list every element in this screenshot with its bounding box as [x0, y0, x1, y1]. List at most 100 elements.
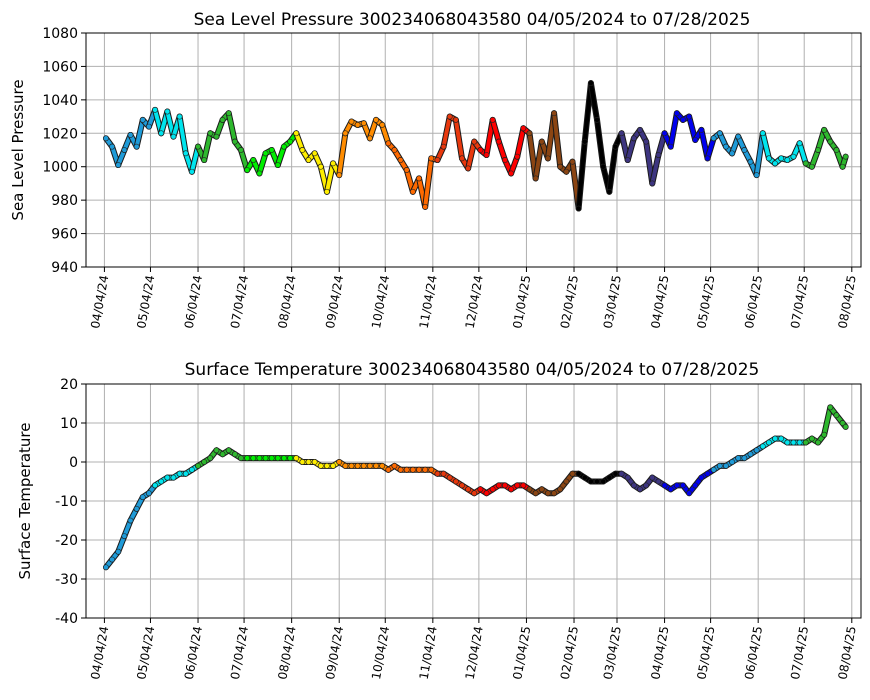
x-tick-label: 07/04/25 — [788, 625, 811, 681]
data-trace-segment — [324, 161, 336, 194]
data-point — [409, 466, 416, 473]
data-point — [324, 462, 330, 469]
data-point — [839, 420, 846, 426]
data-point — [489, 486, 496, 493]
data-point — [489, 117, 496, 123]
data-point — [250, 157, 257, 163]
data-point — [532, 175, 539, 182]
data-point — [354, 122, 361, 128]
data-point — [661, 482, 668, 489]
data-point — [483, 490, 490, 497]
data-point — [452, 478, 459, 485]
data-trace-segment — [466, 139, 477, 171]
data-trace-segment — [257, 151, 268, 176]
data-point — [655, 478, 662, 485]
data-point — [244, 455, 251, 461]
chart-title: Sea Level Pressure 300234068043580 04/05… — [194, 10, 751, 30]
data-point — [569, 470, 576, 477]
data-point — [557, 486, 564, 493]
data-point — [127, 517, 134, 524]
data-point — [477, 147, 484, 153]
x-tick-label: 11/04/24 — [417, 625, 440, 681]
data-point — [637, 486, 643, 493]
data-point — [483, 152, 490, 158]
data-point — [238, 455, 244, 461]
x-tick-label: 06/04/24 — [182, 274, 205, 330]
data-point — [152, 106, 158, 113]
plot-frame — [85, 32, 862, 268]
data-point — [256, 170, 263, 177]
data-point — [723, 143, 729, 150]
data-point — [661, 130, 668, 137]
data-point — [422, 466, 429, 473]
data-point — [146, 123, 152, 130]
x-tick-label: 08/04/24 — [275, 625, 298, 681]
y-tick-label: 1020 — [42, 126, 78, 142]
data-points — [102, 404, 849, 571]
data-point — [723, 462, 729, 469]
sea-level-pressure-panel: Sea Level Pressure 300234068043580 04/05… — [9, 10, 862, 330]
data-point — [225, 110, 232, 117]
data-point — [459, 155, 465, 162]
x-tick-label: 08/04/24 — [275, 274, 298, 330]
data-point — [575, 470, 582, 477]
x-tick-label: 04/04/25 — [648, 274, 671, 330]
data-point — [698, 474, 705, 481]
data-point — [624, 474, 631, 481]
data-point — [281, 143, 287, 150]
data-point — [508, 486, 514, 493]
data-point — [514, 482, 521, 489]
data-point — [201, 157, 208, 163]
data-point — [747, 451, 754, 458]
data-point — [630, 135, 637, 142]
data-point — [581, 138, 588, 145]
data-trace-segment — [453, 117, 464, 161]
data-point — [188, 168, 195, 175]
data-trace-segment — [496, 139, 507, 163]
data-point — [710, 466, 717, 473]
data-point — [268, 147, 275, 153]
data-point — [716, 462, 723, 469]
data-point — [821, 431, 828, 438]
data-point — [612, 143, 619, 150]
data-point — [238, 147, 244, 153]
data-point — [409, 188, 416, 195]
data-point — [680, 117, 686, 123]
data-point — [735, 133, 742, 140]
data-trace-segment — [134, 117, 145, 149]
data-point — [391, 462, 398, 469]
data-point — [600, 163, 607, 170]
data-point — [526, 486, 533, 493]
data-point — [465, 486, 472, 493]
data-trace-segment — [552, 111, 563, 169]
data-point — [667, 143, 674, 150]
data-point — [219, 117, 226, 123]
data-point — [195, 462, 201, 469]
data-point — [281, 455, 287, 461]
data-point — [158, 478, 165, 485]
y-tick-label: 10 — [60, 416, 78, 432]
x-tick-label: 09/04/24 — [323, 274, 346, 330]
data-point — [624, 157, 631, 163]
data-point — [581, 474, 588, 481]
data-trace-segment — [588, 81, 600, 122]
data-point — [796, 439, 803, 446]
y-tick-label: 1000 — [42, 160, 78, 176]
data-point — [213, 447, 220, 454]
data-trace-segment — [441, 114, 452, 149]
x-tick-label: 07/04/24 — [228, 274, 251, 330]
x-tick-label: 11/04/24 — [417, 274, 440, 330]
x-tick-label: 08/04/25 — [836, 625, 859, 681]
data-point — [219, 451, 226, 458]
data-point — [256, 455, 263, 461]
data-point — [367, 462, 373, 469]
data-point — [305, 157, 312, 163]
data-trace-segment — [607, 144, 618, 194]
data-point — [673, 110, 680, 117]
data-point — [612, 470, 619, 477]
data-point — [815, 147, 821, 153]
data-point — [360, 120, 367, 127]
data-point — [772, 160, 778, 167]
data-point — [403, 167, 410, 173]
data-points — [102, 80, 849, 212]
